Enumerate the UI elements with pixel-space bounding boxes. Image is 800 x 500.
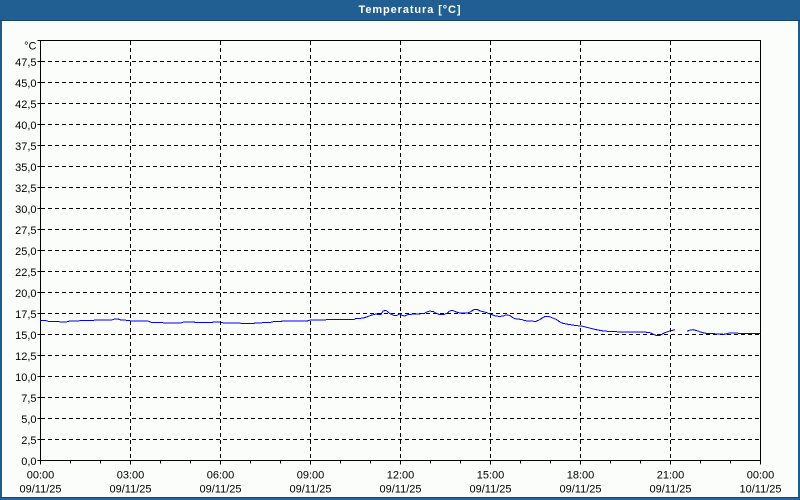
- svg-text:09/11/25: 09/11/25: [469, 484, 511, 496]
- svg-text:15:00: 15:00: [477, 470, 505, 482]
- svg-text:30,0: 30,0: [15, 204, 36, 216]
- svg-text:27,5: 27,5: [15, 225, 36, 237]
- svg-text:°C: °C: [24, 41, 36, 53]
- svg-text:09:00: 09:00: [297, 470, 325, 482]
- svg-text:18:00: 18:00: [567, 470, 595, 482]
- svg-text:09/11/25: 09/11/25: [649, 484, 691, 496]
- svg-text:10/11/25: 10/11/25: [739, 484, 781, 496]
- svg-text:09/11/25: 09/11/25: [289, 484, 331, 496]
- svg-text:10,0: 10,0: [15, 372, 36, 384]
- svg-text:37,5: 37,5: [15, 141, 36, 153]
- svg-text:2,5: 2,5: [21, 435, 36, 447]
- svg-text:09/11/25: 09/11/25: [19, 484, 61, 496]
- svg-text:00:00: 00:00: [747, 470, 775, 482]
- svg-text:22,5: 22,5: [15, 267, 36, 279]
- svg-text:45,0: 45,0: [15, 78, 36, 90]
- svg-text:47,5: 47,5: [15, 57, 36, 69]
- svg-text:0,0: 0,0: [21, 456, 36, 468]
- svg-text:15,0: 15,0: [15, 330, 36, 342]
- svg-text:5,0: 5,0: [21, 414, 36, 426]
- svg-text:09/11/25: 09/11/25: [109, 484, 151, 496]
- svg-text:09/11/25: 09/11/25: [199, 484, 241, 496]
- svg-text:09/11/25: 09/11/25: [559, 484, 601, 496]
- svg-text:12,5: 12,5: [15, 351, 36, 363]
- svg-text:17,5: 17,5: [15, 309, 36, 321]
- svg-text:40,0: 40,0: [15, 120, 36, 132]
- svg-text:32,5: 32,5: [15, 183, 36, 195]
- svg-text:00:00: 00:00: [27, 470, 55, 482]
- svg-text:09/11/25: 09/11/25: [379, 484, 421, 496]
- svg-text:06:00: 06:00: [207, 470, 235, 482]
- svg-text:25,0: 25,0: [15, 246, 36, 258]
- svg-text:21:00: 21:00: [657, 470, 685, 482]
- svg-text:20,0: 20,0: [15, 288, 36, 300]
- svg-text:35,0: 35,0: [15, 162, 36, 174]
- svg-text:7,5: 7,5: [21, 393, 36, 405]
- svg-text:12:00: 12:00: [387, 470, 415, 482]
- svg-text:03:00: 03:00: [117, 470, 145, 482]
- svg-text:42,5: 42,5: [15, 99, 36, 111]
